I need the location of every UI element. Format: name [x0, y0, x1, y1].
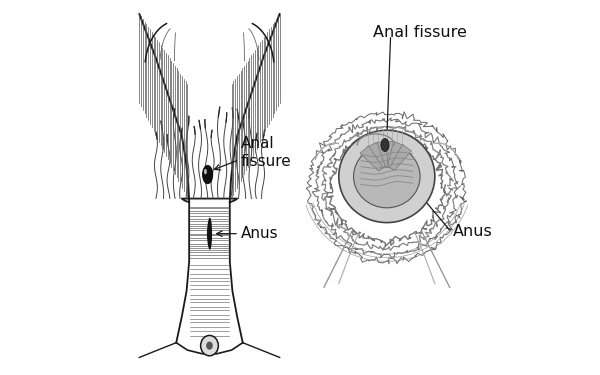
Polygon shape: [385, 141, 395, 168]
Ellipse shape: [202, 165, 213, 184]
Ellipse shape: [353, 145, 420, 208]
Polygon shape: [360, 146, 383, 171]
Ellipse shape: [204, 169, 207, 174]
Polygon shape: [390, 144, 412, 171]
Text: Anus: Anus: [454, 224, 493, 239]
Ellipse shape: [339, 130, 435, 223]
Ellipse shape: [206, 342, 213, 350]
Ellipse shape: [381, 138, 389, 152]
Text: Anal
fissure: Anal fissure: [241, 136, 292, 169]
Polygon shape: [375, 141, 388, 168]
Polygon shape: [367, 142, 385, 169]
Text: Anus: Anus: [241, 226, 278, 241]
Polygon shape: [388, 141, 404, 169]
Polygon shape: [207, 217, 212, 250]
Ellipse shape: [200, 336, 218, 356]
Text: Anal fissure: Anal fissure: [373, 25, 467, 40]
